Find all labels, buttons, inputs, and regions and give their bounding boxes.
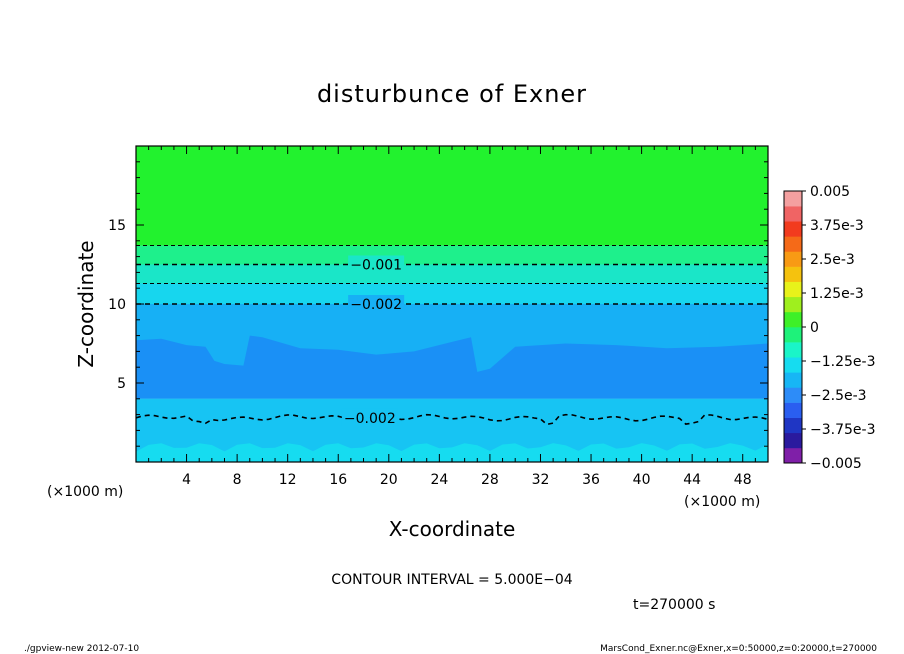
colorbar-swatch bbox=[784, 236, 802, 252]
colorbar-swatch bbox=[784, 447, 802, 464]
footer-left: ./gpview-new 2012-07-10 bbox=[24, 644, 139, 654]
colorbar-swatch bbox=[784, 281, 802, 298]
colorbar-labels: 0.005 3.75e-3 2.5e-3 1.25e-3 0 −1.25e-3 −2.5e-… bbox=[802, 184, 875, 472]
y-tick-label: 15 bbox=[108, 218, 126, 234]
band-upper bbox=[136, 146, 768, 246]
contour-002-upper-label: −0.002 bbox=[350, 297, 402, 313]
colorbar-swatch bbox=[784, 251, 802, 267]
x-tick-label: 28 bbox=[481, 472, 499, 488]
x-tick-label: 48 bbox=[734, 472, 752, 488]
colorbar-swatch bbox=[784, 221, 802, 237]
colorbar-swatch bbox=[784, 327, 802, 343]
y-tick-label: 10 bbox=[108, 297, 126, 313]
colorbar-swatch bbox=[784, 266, 802, 282]
y-axis: 5 10 15 bbox=[108, 161, 768, 447]
colorbar-swatch bbox=[784, 432, 802, 449]
x-tick-label: 24 bbox=[430, 472, 448, 488]
band-transition-2 bbox=[136, 264, 768, 284]
colorbar-label: 3.75e-3 bbox=[810, 218, 864, 234]
colorbar-swatch bbox=[784, 191, 802, 207]
colorbar-swatch bbox=[784, 311, 802, 328]
x-tick-label: 32 bbox=[532, 472, 550, 488]
colorbar-swatch bbox=[784, 402, 802, 418]
x-tick-label: 44 bbox=[683, 472, 701, 488]
footer-right: MarsCond_Exner.nc@Exner,x=0:50000,z=0:20… bbox=[600, 644, 877, 654]
colorbar-label: 1.25e-3 bbox=[810, 286, 864, 302]
colorbar-swatch bbox=[784, 372, 802, 388]
band-transition-1 bbox=[136, 245, 768, 265]
colorbar-label: 0 bbox=[810, 320, 819, 336]
band-transition-3 bbox=[136, 283, 768, 304]
x-axis-label: X-coordinate bbox=[389, 517, 516, 541]
x-unit-left: (×1000 m) bbox=[47, 484, 123, 500]
colorbar-label: −1.25e-3 bbox=[810, 354, 875, 370]
chart-title: disturbunce of Exner bbox=[317, 80, 587, 108]
x-tick-label: 8 bbox=[233, 472, 242, 488]
colorbar-label: 0.005 bbox=[810, 184, 850, 200]
colorbar-swatch bbox=[784, 342, 802, 358]
x-tick-label: 40 bbox=[633, 472, 651, 488]
colorbar-swatch bbox=[784, 206, 802, 222]
x-tick-label: 36 bbox=[582, 472, 600, 488]
contour-001-label-bg bbox=[348, 255, 405, 273]
x-unit-right: (×1000 m) bbox=[684, 494, 760, 510]
colorbar-label: 2.5e-3 bbox=[810, 252, 855, 268]
x-tick-label: 4 bbox=[182, 472, 191, 488]
x-tick-label: 16 bbox=[329, 472, 347, 488]
x-axis: 4 8 12 16 20 24 28 32 36 40 44 48 bbox=[148, 146, 756, 488]
colorbar-swatch bbox=[784, 357, 802, 373]
y-tick-label: 5 bbox=[117, 376, 126, 392]
contour-labels: −0.001 −0.002 −0.002 bbox=[341, 255, 405, 427]
contour-002-upper-label-bg bbox=[348, 295, 405, 312]
band-surface bbox=[136, 443, 768, 462]
colorbar-swatch bbox=[784, 387, 802, 403]
colorbar bbox=[784, 191, 802, 464]
contour-interval: CONTOUR INTERVAL = 5.000E−04 bbox=[331, 572, 572, 588]
colorbar-swatch bbox=[784, 296, 802, 313]
colorbar-label: −3.75e-3 bbox=[810, 422, 875, 438]
colorbar-label: −0.005 bbox=[810, 456, 862, 472]
x-tick-label: 12 bbox=[279, 472, 297, 488]
contour-002-lower-label: −0.002 bbox=[344, 411, 396, 427]
y-axis-label: Z-coordinate bbox=[74, 240, 98, 367]
plot-area bbox=[136, 146, 768, 462]
colorbar-swatch bbox=[784, 417, 802, 434]
band-core bbox=[136, 335, 768, 399]
colorbar-label: −2.5e-3 bbox=[810, 388, 867, 404]
time-label: t=270000 s bbox=[633, 597, 715, 613]
contour-002-lower-label-bg bbox=[341, 408, 398, 426]
contour-002-lower bbox=[136, 413, 768, 426]
x-tick-label: 20 bbox=[380, 472, 398, 488]
contour-001-label: −0.001 bbox=[350, 258, 402, 274]
